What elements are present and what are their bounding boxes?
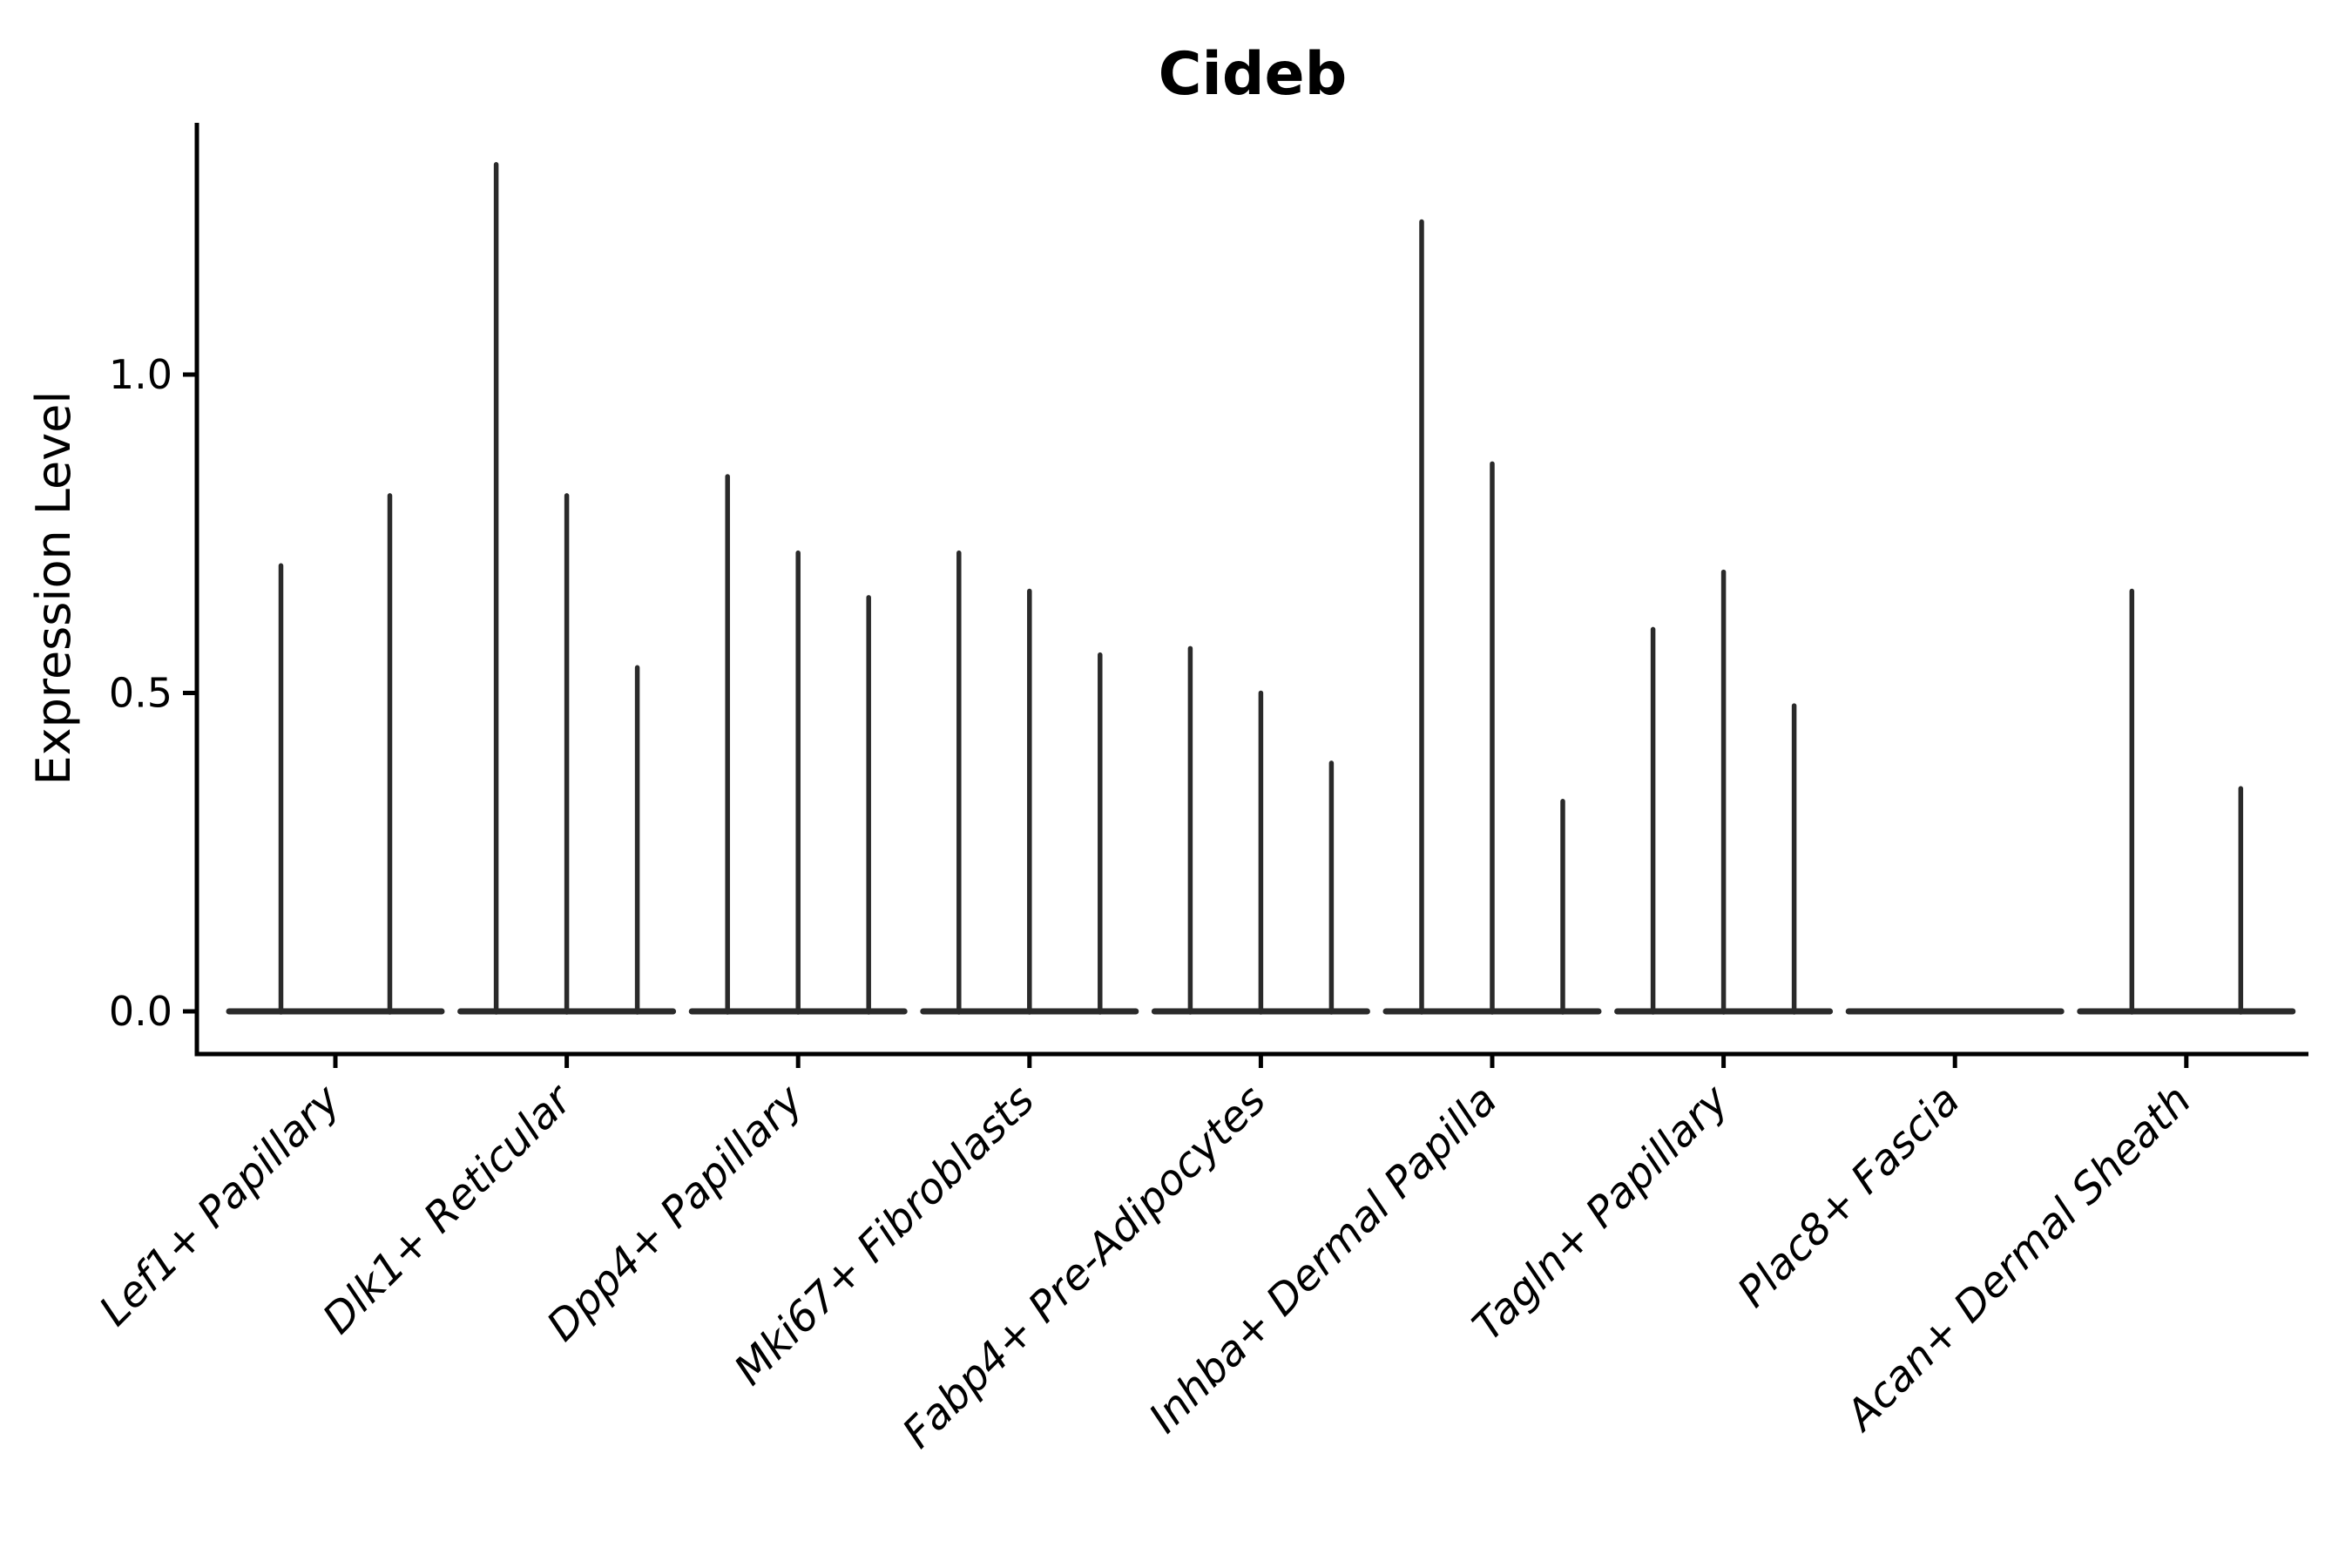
violins — [226, 162, 2296, 1015]
plot-title: Cideb — [1159, 40, 1348, 109]
x-tick-label: Dlk1+ Reticular — [314, 1074, 584, 1344]
violin-group — [457, 162, 677, 1015]
x-tick-label: Plac8+ Fascia — [1728, 1076, 1970, 1317]
violin-group — [920, 550, 1139, 1015]
y-tick-label: 1.0 — [109, 351, 172, 398]
violin-group — [1614, 569, 1834, 1015]
y-tick-label: 0.5 — [109, 670, 172, 717]
y-tick-label: 0.0 — [109, 988, 172, 1035]
x-tick-label: Fabp4+ Pre-Adipocytes — [893, 1076, 1275, 1458]
x-tick-label: Lef1+ Papillary — [90, 1075, 350, 1335]
violin-group — [226, 493, 445, 1015]
violin-group — [1382, 219, 1602, 1015]
violin-group — [2077, 588, 2296, 1015]
violin-group — [688, 474, 908, 1015]
y-axis: 0.0 0.5 1.0 — [109, 351, 197, 1035]
x-tick-label: Tagln+ Papillary — [1463, 1075, 1739, 1350]
y-axis-label: Expression Level — [26, 391, 81, 786]
x-tick-label: Dpp4+ Papillary — [537, 1075, 813, 1350]
violin-group — [1151, 645, 1370, 1015]
